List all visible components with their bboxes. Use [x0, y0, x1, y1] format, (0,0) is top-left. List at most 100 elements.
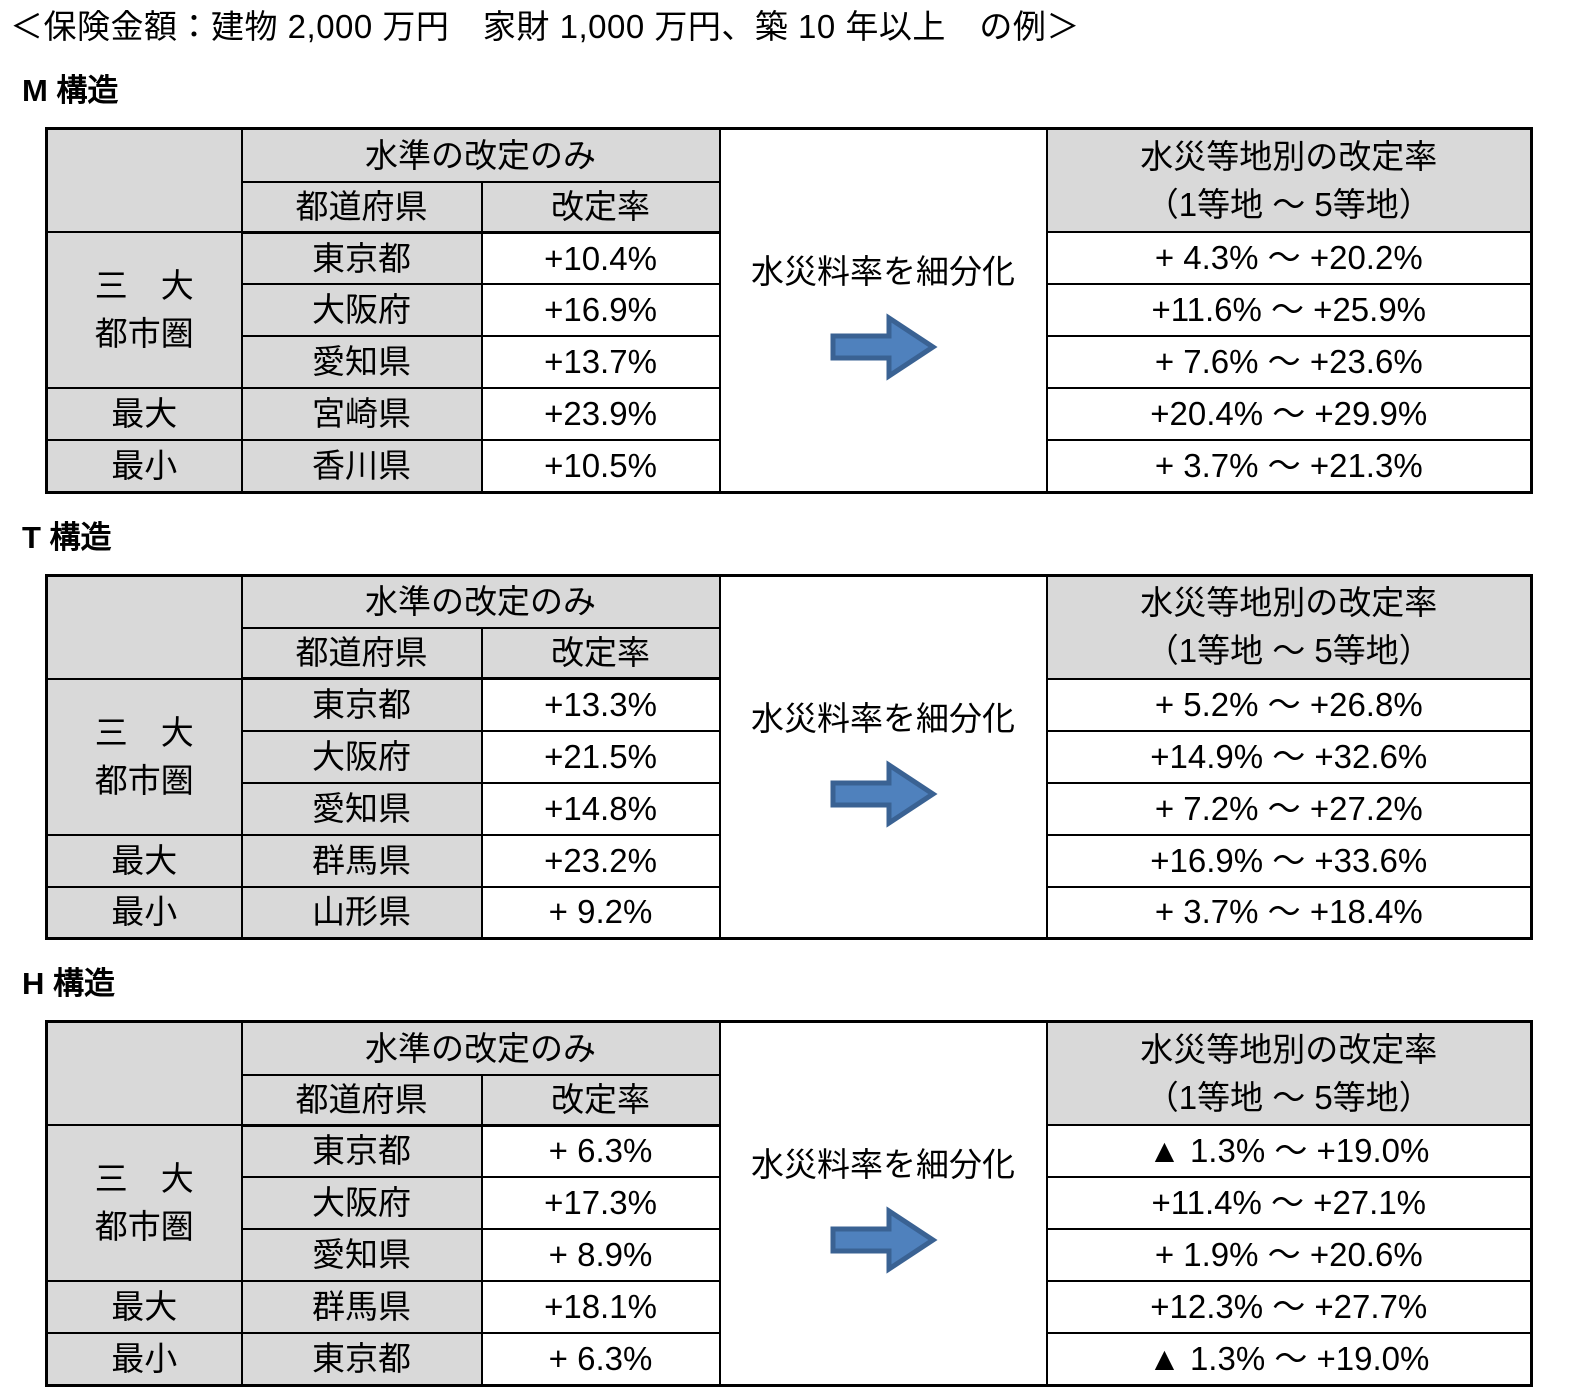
zone-revision-header: 水災等地別の改定率 （1等地 ～ 5等地）	[1045, 1020, 1533, 1127]
range-cell: +20.4% ～ +29.9%	[1045, 387, 1533, 442]
transition-cell: 水災料率を細分化	[718, 1020, 1048, 1387]
rate-cell: +18.1%	[480, 1280, 721, 1335]
subdivide-label: 水災料率を細分化	[751, 253, 1015, 291]
prefecture-cell: 大阪府	[240, 283, 483, 338]
corner-cell	[45, 127, 243, 234]
prefecture-cell: 香川県	[240, 439, 483, 494]
prefecture-cell: 大阪府	[240, 1176, 483, 1231]
rate-cell: + 9.2%	[480, 885, 721, 940]
prefecture-cell: 宮崎県	[240, 387, 483, 442]
rate-cell: +10.5%	[480, 439, 721, 494]
prefecture-cell: 東京都	[240, 1332, 483, 1387]
prefecture-cell: 東京都	[240, 231, 483, 286]
section-title-t: T 構造	[22, 519, 112, 555]
range-cell: +12.3% ～ +27.7%	[1045, 1280, 1533, 1335]
table-row: 愛知県 + 8.9% + 1.9% ～ +20.6%	[47, 1228, 1533, 1283]
range-cell: +11.6% ～ +25.9%	[1045, 283, 1533, 338]
zone-revision-header: 水災等地別の改定率 （1等地 ～ 5等地）	[1045, 574, 1533, 680]
rate-header: 改定率	[480, 1073, 721, 1127]
rate-cell: +21.5%	[480, 729, 721, 784]
range-cell: + 5.2% ～ +26.8%	[1045, 677, 1533, 732]
transition-cell: 水災料率を細分化	[718, 574, 1048, 940]
table-row: 最小 山形県 + 9.2% + 3.7% ～ +18.4%	[45, 885, 1533, 940]
level-revision-header: 水準の改定のみ	[240, 1020, 721, 1076]
rate-cell: +13.7%	[480, 335, 721, 390]
group-label-max: 最大	[45, 1280, 243, 1335]
right-arrow-icon	[830, 313, 938, 381]
range-cell: + 1.9% ～ +20.6%	[1045, 1228, 1533, 1283]
zone-revision-header: 水災等地別の改定率 （1等地 ～ 5等地）	[1045, 127, 1533, 234]
rate-table-t: 水準の改定のみ 水災料率を細分化 水災等地別の改定率 （1等地 ～ 5等地） 都…	[45, 573, 1533, 941]
table-row: 三 大 都市圏 東京都 +10.4% + 4.3% ～ +20.2%	[45, 231, 1533, 390]
range-cell: + 3.7% ～ +18.4%	[1045, 885, 1533, 940]
rate-cell: +16.9%	[480, 283, 721, 338]
table-row: 大阪府 +16.9% +11.6% ～ +25.9%	[47, 283, 1533, 338]
rate-table-h: 水準の改定のみ 水災料率を細分化 水災等地別の改定率 （1等地 ～ 5等地） 都…	[45, 1020, 1533, 1387]
level-revision-header: 水準の改定のみ	[240, 574, 721, 630]
rate-cell: + 6.3%	[480, 1332, 721, 1387]
group-label-metro: 三 大 都市圏	[45, 677, 243, 836]
rate-cell: +13.3%	[480, 677, 721, 732]
right-arrow-icon	[830, 1206, 938, 1274]
range-cell: ▲ 1.3% ～ +19.0%	[1045, 1332, 1533, 1387]
rate-header: 改定率	[480, 627, 721, 681]
section-title-m: M 構造	[22, 73, 119, 109]
table-row: 最大 群馬県 +18.1% +12.3% ～ +27.7%	[45, 1280, 1533, 1335]
prefecture-cell: 群馬県	[240, 833, 483, 888]
corner-cell	[45, 1020, 243, 1127]
rate-cell: +14.8%	[480, 781, 721, 836]
section-h-structure: H 構造 水準の改定のみ 水災料率を細分化 水災等地別の改定率 （1等地 ～ 5…	[0, 966, 1576, 1387]
range-cell: + 4.3% ～ +20.2%	[1045, 231, 1533, 286]
page-title: ＜保険金額：建物 2,000 万円 家財 1,000 万円、築 10 年以上 の…	[10, 8, 1080, 45]
group-label-max: 最大	[45, 833, 243, 888]
range-cell: +14.9% ～ +32.6%	[1045, 729, 1533, 784]
right-arrow-icon	[830, 760, 938, 828]
table-row: 最小 香川県 +10.5% + 3.7% ～ +21.3%	[45, 439, 1533, 494]
prefecture-cell: 東京都	[240, 677, 483, 732]
section-m-structure: M 構造 水準の改定のみ 水災料率を細分化 水災等地別の改定率 （1等地 ～ 5…	[0, 73, 1576, 494]
group-label-min: 最小	[45, 439, 243, 494]
range-cell: +16.9% ～ +33.6%	[1045, 833, 1533, 888]
table-row: 愛知県 +14.8% + 7.2% ～ +27.2%	[47, 781, 1533, 836]
prefecture-header: 都道府県	[240, 627, 483, 681]
group-label-min: 最小	[45, 885, 243, 940]
level-revision-header: 水準の改定のみ	[240, 127, 721, 183]
prefecture-cell: 愛知県	[240, 1228, 483, 1283]
prefecture-cell: 東京都	[240, 1124, 483, 1179]
prefecture-cell: 山形県	[240, 885, 483, 940]
group-label-metro: 三 大 都市圏	[45, 1124, 243, 1283]
prefecture-cell: 愛知県	[240, 781, 483, 836]
range-cell: +11.4% ～ +27.1%	[1045, 1176, 1533, 1231]
table-row: 最大 宮崎県 +23.9% +20.4% ～ +29.9%	[45, 387, 1533, 442]
prefecture-header: 都道府県	[240, 180, 483, 234]
table-row: 最大 群馬県 +23.2% +16.9% ～ +33.6%	[45, 833, 1533, 888]
group-label-max: 最大	[45, 387, 243, 442]
rate-table-m: 水準の改定のみ 水災料率を細分化 水災等地別の改定率 （1等地 ～ 5等地） 都…	[45, 127, 1533, 494]
table-row: 三 大 都市圏 東京都 +13.3% + 5.2% ～ +26.8%	[45, 677, 1533, 836]
table-row: 愛知県 +13.7% + 7.6% ～ +23.6%	[47, 335, 1533, 390]
rate-cell: +23.2%	[480, 833, 721, 888]
transition-cell: 水災料率を細分化	[718, 127, 1048, 494]
table-row: 大阪府 +17.3% +11.4% ～ +27.1%	[47, 1176, 1533, 1231]
group-label-min: 最小	[45, 1332, 243, 1387]
rate-cell: +17.3%	[480, 1176, 721, 1231]
rate-cell: +23.9%	[480, 387, 721, 442]
prefecture-cell: 群馬県	[240, 1280, 483, 1335]
rate-cell: +10.4%	[480, 231, 721, 286]
range-cell: + 3.7% ～ +21.3%	[1045, 439, 1533, 494]
table-row: 三 大 都市圏 東京都 + 6.3% ▲ 1.3% ～ +19.0%	[45, 1124, 1533, 1283]
section-t-structure: T 構造 水準の改定のみ 水災料率を細分化 水災等地別の改定率 （1等地 ～ 5…	[0, 519, 1576, 941]
section-title-h: H 構造	[22, 966, 115, 1002]
prefecture-header: 都道府県	[240, 1073, 483, 1127]
subdivide-label: 水災料率を細分化	[751, 1146, 1015, 1184]
table-row: 最小 東京都 + 6.3% ▲ 1.3% ～ +19.0%	[45, 1332, 1533, 1387]
rate-header: 改定率	[480, 180, 721, 234]
group-label-metro: 三 大 都市圏	[45, 231, 243, 390]
prefecture-cell: 大阪府	[240, 729, 483, 784]
subdivide-label: 水災料率を細分化	[751, 699, 1015, 737]
range-cell: ▲ 1.3% ～ +19.0%	[1045, 1124, 1533, 1179]
range-cell: + 7.6% ～ +23.6%	[1045, 335, 1533, 390]
rate-cell: + 6.3%	[480, 1124, 721, 1179]
prefecture-cell: 愛知県	[240, 335, 483, 390]
